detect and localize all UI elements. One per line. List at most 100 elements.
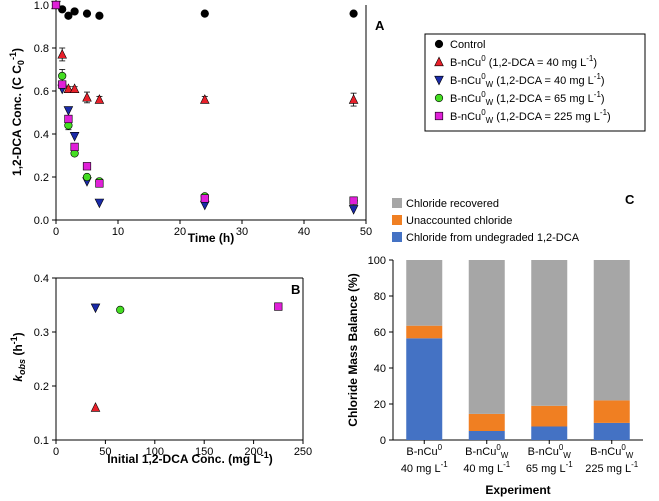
a-point-series-4 xyxy=(51,0,61,10)
b-x-tick-label: 50 xyxy=(99,446,111,458)
b-panel-letter: B xyxy=(291,282,300,297)
b-y-tick-label: 0.3 xyxy=(34,327,49,339)
a-point-series-1 xyxy=(69,83,80,93)
a-point-series-4 xyxy=(95,179,104,188)
a-point-series-4 xyxy=(349,196,358,205)
a-point-series-4 xyxy=(64,114,73,124)
a-y-tick-label: 0.2 xyxy=(34,172,49,184)
c-y-tick-label: 80 xyxy=(374,291,386,303)
a-x-tick-label: 0 xyxy=(53,226,59,238)
c-legend-label-0: Chloride recovered xyxy=(406,198,499,210)
a-legend: Control B-nCu0 (1,2-DCA = 40 mg L-1) B-nCu… xyxy=(424,33,646,132)
c-y-label: Chloride Mass Balance (%) xyxy=(346,273,360,426)
c-bar-1-series-1 xyxy=(468,413,505,431)
c-bar-1-series-0 xyxy=(468,431,505,440)
a-point-series-3 xyxy=(82,172,92,182)
a-y-tick-label: 1.0 xyxy=(34,0,49,12)
a-y-tick-label: 0.4 xyxy=(34,129,49,141)
a-point-series-2 xyxy=(348,205,359,215)
a-point-series-0 xyxy=(64,11,73,20)
a-legend-label-3: B-nCu0W (1,2-DCA = 65 mg L-1) xyxy=(450,90,605,107)
c-legend-swatch-1 xyxy=(392,215,402,225)
a-y-tick-label: 0.8 xyxy=(34,43,49,55)
b-point-1 xyxy=(90,303,101,314)
c-bar-1-series-2 xyxy=(468,260,505,414)
a-x-tick-label: 50 xyxy=(360,226,372,238)
a-point-series-4 xyxy=(200,194,209,203)
c-bar-0-series-1 xyxy=(406,325,443,339)
b-point-3 xyxy=(274,302,283,311)
b-x-tick-label: 200 xyxy=(244,446,262,458)
a-x-label: Time (h) xyxy=(188,231,234,245)
a-point-series-1 xyxy=(200,94,210,104)
a-point-series-0 xyxy=(200,9,209,18)
c-y-tick-label: 100 xyxy=(368,255,386,267)
c-x-label: Experiment xyxy=(485,483,550,497)
a-legend-marker-1 xyxy=(434,56,444,67)
b-x-tick-label: 250 xyxy=(294,446,312,458)
a-point-series-0 xyxy=(95,11,104,20)
c-cat-label-0: B-nCu0 xyxy=(406,443,442,458)
c-y-tick-label: 20 xyxy=(374,399,386,411)
c-bar-2-series-2 xyxy=(531,260,568,406)
c-cat-label-1: B-nCu0W xyxy=(465,443,509,460)
c-cat-conc-2: 65 mg L-1 xyxy=(526,460,573,475)
a-point-series-2 xyxy=(94,198,105,209)
a-x-tick-label: 10 xyxy=(112,226,124,238)
a-point-series-4 xyxy=(58,80,67,89)
a-point-series-2 xyxy=(63,106,74,116)
c-panel-letter: C xyxy=(625,192,635,207)
a-legend-label-4: B-nCu0W (1,2-DCA = 225 mg L-1) xyxy=(450,108,611,125)
c-cat-label-3: B-nCu0W xyxy=(590,443,634,460)
c-cat-conc-0: 40 mg L-1 xyxy=(401,460,448,475)
a-point-series-2 xyxy=(69,132,80,142)
b-point-2 xyxy=(116,305,125,314)
b-y-tick-label: 0.2 xyxy=(34,381,49,393)
panel-a: 0 10 20 30 40 50 0.0 0.2 0.4 0.6 0.8 1.0 A Time (h)… xyxy=(8,0,385,245)
a-point-series-1 xyxy=(82,91,92,102)
a-point-series-0 xyxy=(58,5,67,14)
a-y-tick-label: 0.6 xyxy=(34,86,49,98)
c-cat-conc-1: 40 mg L-1 xyxy=(463,460,510,475)
panel-c: Chloride recovered Unaccounted chloride Ch… xyxy=(346,192,643,497)
a-legend-label-0: Control xyxy=(450,39,485,51)
c-y-tick-label: 40 xyxy=(374,363,386,375)
a-legend-label-2: B-nCu0W (1,2-DCA = 40 mg L-1) xyxy=(450,72,605,89)
c-cat-label-2: B-nCu0W xyxy=(528,443,572,460)
c-bar-2-series-0 xyxy=(531,426,568,440)
a-legend-marker-4 xyxy=(434,111,444,121)
b-x-label: Initial 1,2-DCA Conc. (mg L-1) xyxy=(107,450,273,466)
a-legend-marker-2 xyxy=(434,75,444,86)
a-point-series-0 xyxy=(82,9,92,18)
a-legend-box xyxy=(424,33,646,132)
a-x-tick-label: 30 xyxy=(236,226,248,238)
c-cat-conc-3: 225 mg L-1 xyxy=(585,460,639,475)
b-point-0 xyxy=(90,402,101,412)
a-panel-letter: A xyxy=(375,18,385,33)
a-point-series-1 xyxy=(348,94,359,104)
c-bar-3-series-0 xyxy=(593,422,630,440)
a-x-tick-label: 40 xyxy=(298,226,310,238)
c-legend-swatch-0 xyxy=(392,198,402,208)
c-y-tick-label: 60 xyxy=(374,327,386,339)
a-legend-marker-0 xyxy=(434,39,444,49)
a-y-label: 1,2-DCA Conc. (C C0-1) xyxy=(8,48,26,176)
a-point-series-0 xyxy=(70,7,79,16)
c-bar-3-series-1 xyxy=(593,400,630,423)
panel-b: 0 50 100 150 200 250 0.1 0.2 0.3 0.4 B Initial 1,… xyxy=(9,273,312,466)
a-point-series-3 xyxy=(58,71,67,81)
a-legend-marker-3 xyxy=(434,93,444,103)
c-bar-2-series-1 xyxy=(531,405,568,427)
a-point-series-1 xyxy=(94,94,105,104)
a-x-tick-label: 20 xyxy=(174,226,186,238)
a-point-series-4 xyxy=(82,162,92,171)
c-legend-label-1: Unaccounted chloride xyxy=(406,215,512,227)
a-point-series-0 xyxy=(349,9,358,18)
b-y-tick-label: 0.1 xyxy=(34,435,49,447)
a-point-series-1 xyxy=(57,48,67,59)
b-x-tick-label: 100 xyxy=(146,446,164,458)
a-point-series-4 xyxy=(70,142,79,152)
c-legend-label-2: Chloride from undegraded 1,2-DCA xyxy=(406,232,580,244)
c-y-tick-label: 0 xyxy=(380,435,386,447)
